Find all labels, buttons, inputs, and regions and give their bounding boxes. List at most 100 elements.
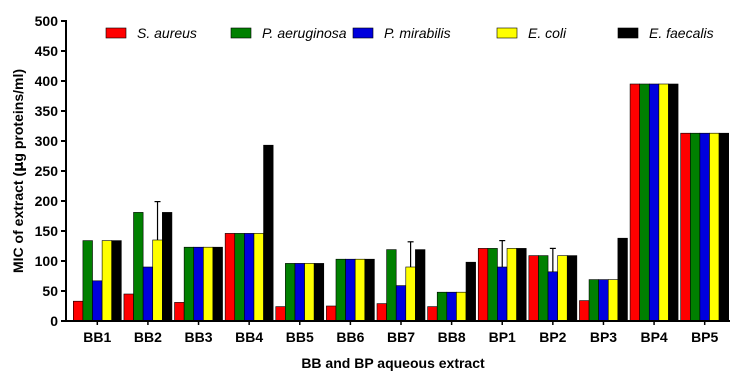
bar-bb3-2 [183,246,195,322]
x-tick-label: BB8 [438,329,466,345]
bar-bb5-1 [275,306,286,322]
bar-bp5-4 [709,132,720,322]
bar-bb4-1 [224,233,236,322]
y-tick-label: 400 [35,73,59,89]
y-axis-title-part-2: g proteins/ml) [10,69,26,162]
y-tick-label: 350 [35,103,59,119]
bar-bb2-3 [142,266,154,322]
x-tick-label: BP1 [489,329,516,345]
bar-bb4-5 [263,144,274,322]
bar-bb5-2 [285,263,296,322]
bar-bb2-2 [133,212,144,322]
bar-bb4-3 [244,233,255,322]
bar-bp4-5 [668,83,679,322]
legend-swatch-3 [352,27,374,39]
bar-bp1-2 [487,248,498,322]
bar-bp3-3 [598,279,609,322]
legend-swatch-4 [496,27,518,39]
bar-bp4-2 [639,83,650,322]
bar-bp5-2 [689,132,701,322]
legend-swatch-2 [230,27,252,39]
bar-bb6-3 [345,258,356,322]
x-tick-label: BB1 [83,329,111,345]
bar-bb8-3 [446,291,457,322]
y-tick-label: 0 [50,313,58,329]
y-tick-label: 300 [35,133,59,149]
bar-bp2-1 [528,255,539,322]
bar-bp4-3 [648,83,660,322]
x-tick-label: BB2 [134,329,162,345]
bar-bb6-2 [335,258,346,322]
bar-bb8-1 [427,306,438,322]
bar-bb2-4 [152,239,163,322]
legend-swatch-1 [105,27,127,39]
x-tick-label: BP5 [691,329,718,345]
legend-label-3: P. mirabilis [384,25,451,41]
y-tick-label: 100 [35,253,59,269]
bar-bp5-1 [680,132,691,322]
bar-bb7-4 [405,266,416,322]
bar-bp2-3 [547,271,558,322]
bar-bb3-4 [203,246,214,322]
bar-bp3-1 [579,300,590,322]
bar-bb1-3 [92,280,103,322]
bar-bb2-5 [162,212,173,322]
y-tick-label: 500 [35,13,59,29]
bar-bp5-5 [718,132,729,322]
x-tick-label: BB5 [286,329,314,345]
y-tick-label: 250 [35,163,59,179]
y-axis-title: MIC of extract (µg proteins/ml) [10,69,27,273]
x-tick-label: BP3 [590,329,617,345]
bar-bp1-4 [506,248,517,322]
bar-bb7-3 [395,285,407,322]
bar-bb7-5 [415,249,426,322]
bar-bb3-1 [174,302,185,322]
bar-bb5-5 [313,263,325,322]
legend-swatch-5 [617,27,639,39]
bar-bb7-2 [386,249,397,322]
y-tick-label: 50 [42,283,58,299]
bar-bb7-1 [376,303,387,322]
y-tick-label: 150 [35,223,59,239]
bar-bp2-2 [538,255,549,322]
y-tick-label: 200 [35,193,59,209]
bar-bp5-3 [699,132,710,322]
bar-bb1-1 [73,300,84,322]
x-tick-label: BB7 [387,329,415,345]
legend: S. aureus P. aeruginosa P. mirabilis E. col… [105,25,714,41]
bar-bb3-3 [193,246,204,322]
bar-bb4-4 [253,233,264,322]
legend-label-4: E. coli [528,25,567,41]
axes: 0 50 100 150 200 250 300 350 400 450 500 BB1 BB2 BB3 B… [35,13,730,345]
x-axis-title: BB and BP aqueous extract [301,355,485,371]
bar-bb1-4 [101,240,113,322]
bar-bb2-1 [123,293,134,322]
bar-bb4-2 [234,233,245,322]
bar-bb8-5 [465,261,476,322]
bar-bp1-1 [477,248,489,322]
bar-bb1-5 [111,240,122,322]
y-axis-title-part-1: MIC of extract ( [10,172,26,273]
x-tick-label: BB3 [185,329,213,345]
legend-label-1: S. aureus [137,25,197,41]
bar-bb8-4 [456,291,467,322]
x-tick-label: BP4 [640,329,667,345]
bar-bb5-4 [304,263,315,322]
bar-bb1-2 [82,240,93,322]
bar-bp3-5 [617,237,628,322]
bar-bp3-2 [588,279,599,322]
bar-bp2-5 [566,255,578,322]
bar-bp1-5 [516,248,527,322]
y-tick-label: 450 [35,43,59,59]
bar-bp1-3 [497,266,508,322]
y-axis-title-mu: µ [11,162,27,172]
legend-label-5: E. faecalis [649,25,714,41]
legend-label-2: P. aeruginosa [262,25,347,41]
bar-bb8-2 [436,291,448,322]
x-tick-label: BB4 [235,329,263,345]
error-bars [154,201,556,272]
bar-bb6-4 [354,258,366,322]
bar-bp4-1 [629,83,640,322]
bar-bb5-3 [294,263,305,322]
